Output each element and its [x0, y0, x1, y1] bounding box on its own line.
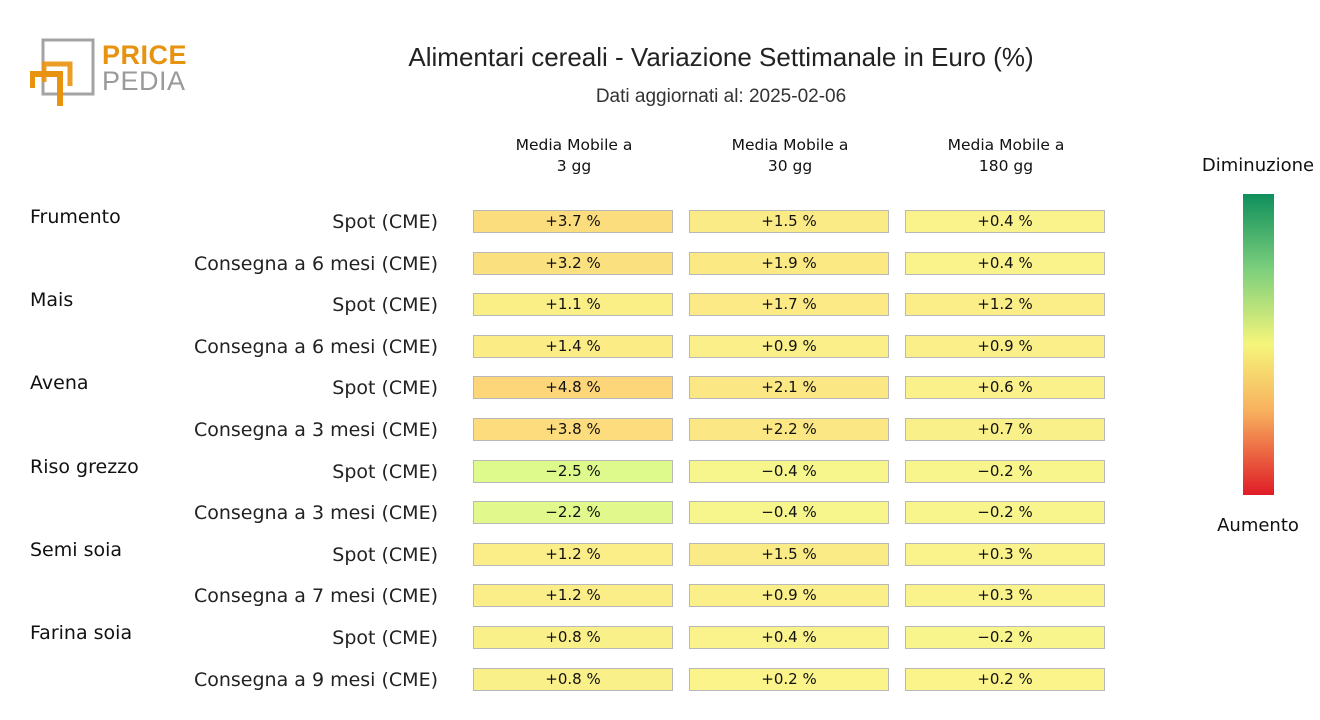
- heatmap-cell: +0.4 %: [689, 626, 889, 649]
- column-header: Media Mobile a 30 gg: [689, 135, 891, 177]
- row-label: Spot (CME): [332, 460, 438, 483]
- heatmap-cell: +4.8 %: [473, 376, 673, 400]
- row-label: Spot (CME): [332, 627, 438, 649]
- column-header: Media Mobile a 3 gg: [473, 135, 675, 177]
- heatmap-cell: +1.2 %: [473, 584, 673, 608]
- heatmap-cell: +0.2 %: [689, 667, 889, 691]
- heatmap-cell: +0.7 %: [905, 418, 1105, 441]
- heatmap-cell: +3.8 %: [473, 418, 673, 441]
- chart-subtitle: Dati aggiornati al: 2025-02-06: [595, 86, 847, 107]
- legend-top-label: Diminuzione: [1201, 155, 1315, 176]
- column-header-line: Media Mobile a: [731, 136, 849, 154]
- heatmap-cell: +3.7 %: [473, 210, 673, 233]
- row-label: Spot (CME): [332, 294, 438, 317]
- row-label: Spot (CME): [332, 377, 438, 400]
- heatmap-cell: +1.9 %: [689, 251, 889, 275]
- heatmap-cell: +0.8 %: [473, 667, 673, 691]
- heatmap-cell: −0.4 %: [689, 459, 889, 483]
- heatmap-cell: +0.6 %: [905, 376, 1105, 400]
- heatmap-cell: +0.4 %: [905, 210, 1105, 233]
- heatmap-cell: −2.5 %: [473, 459, 673, 483]
- column-header-line: 3 gg: [556, 157, 592, 175]
- heatmap-cell: −0.4 %: [689, 501, 889, 525]
- heatmap-cell: +3.2 %: [473, 251, 673, 275]
- column-header-line: 180 gg: [978, 157, 1034, 175]
- logo-word-price: PRICE: [102, 40, 188, 70]
- heatmap-cell: −0.2 %: [905, 501, 1105, 525]
- row-label: Consegna a 3 mesi (CME): [193, 502, 438, 525]
- heatmap-cell: +2.2 %: [689, 418, 889, 441]
- row-label: Consegna a 3 mesi (CME): [193, 419, 438, 441]
- heatmap-cell: +2.1 %: [689, 376, 889, 400]
- heatmap-cell: −0.2 %: [905, 459, 1105, 483]
- logo-word-pedia: PEDIA: [102, 66, 186, 96]
- row-label: Spot (CME): [332, 211, 438, 233]
- heatmap-cell: +0.3 %: [905, 542, 1105, 566]
- row-label: Spot (CME): [332, 543, 438, 566]
- heatmap-cell: +0.9 %: [689, 584, 889, 608]
- legend-bottom-label: Aumento: [1217, 515, 1299, 536]
- row-label: Consegna a 7 mesi (CME): [193, 585, 438, 608]
- group-label: Riso grezzo: [30, 455, 139, 478]
- group-label: Frumento: [30, 206, 121, 228]
- heatmap-cell: +0.9 %: [689, 334, 889, 358]
- heatmap-cell: +1.5 %: [689, 542, 889, 566]
- chart-title: Alimentari cereali - Variazione Settiman…: [408, 42, 1034, 72]
- group-label: Avena: [30, 372, 89, 395]
- group-label: Farina soia: [30, 622, 133, 644]
- heatmap-cell: +1.5 %: [689, 210, 889, 233]
- column-header-line: 30 gg: [767, 157, 813, 175]
- row-label: Consegna a 9 mesi (CME): [193, 668, 438, 691]
- heatmap-cell: +1.1 %: [473, 293, 673, 317]
- heatmap-cell: −0.2 %: [905, 626, 1105, 649]
- group-label: Semi soia: [30, 538, 123, 561]
- heatmap-cell: +1.2 %: [905, 293, 1105, 317]
- heatmap-cell: −2.2 %: [473, 501, 673, 525]
- heatmap-cell: +1.4 %: [473, 334, 673, 358]
- pricepedia-logo: PRICE PEDIA: [30, 38, 190, 110]
- heatmap-cell: +0.2 %: [905, 667, 1105, 691]
- heatmap-cell: +0.4 %: [905, 251, 1105, 275]
- heatmap-cell: +0.9 %: [905, 334, 1105, 358]
- column-header-line: Media Mobile a: [947, 136, 1065, 154]
- row-label: Consegna a 6 mesi (CME): [193, 335, 438, 358]
- group-label: Mais: [30, 289, 74, 312]
- column-header: Media Mobile a 180 gg: [905, 135, 1107, 177]
- column-header-line: Media Mobile a: [515, 136, 633, 154]
- logo-mark-icon: [30, 38, 95, 106]
- row-label: Consegna a 6 mesi (CME): [193, 252, 438, 275]
- color-scale-legend: [1243, 194, 1274, 495]
- heatmap-cell: +0.8 %: [473, 626, 673, 649]
- heatmap-cell: +0.3 %: [905, 584, 1105, 608]
- heatmap-cell: +1.7 %: [689, 293, 889, 317]
- heatmap-cell: +1.2 %: [473, 542, 673, 566]
